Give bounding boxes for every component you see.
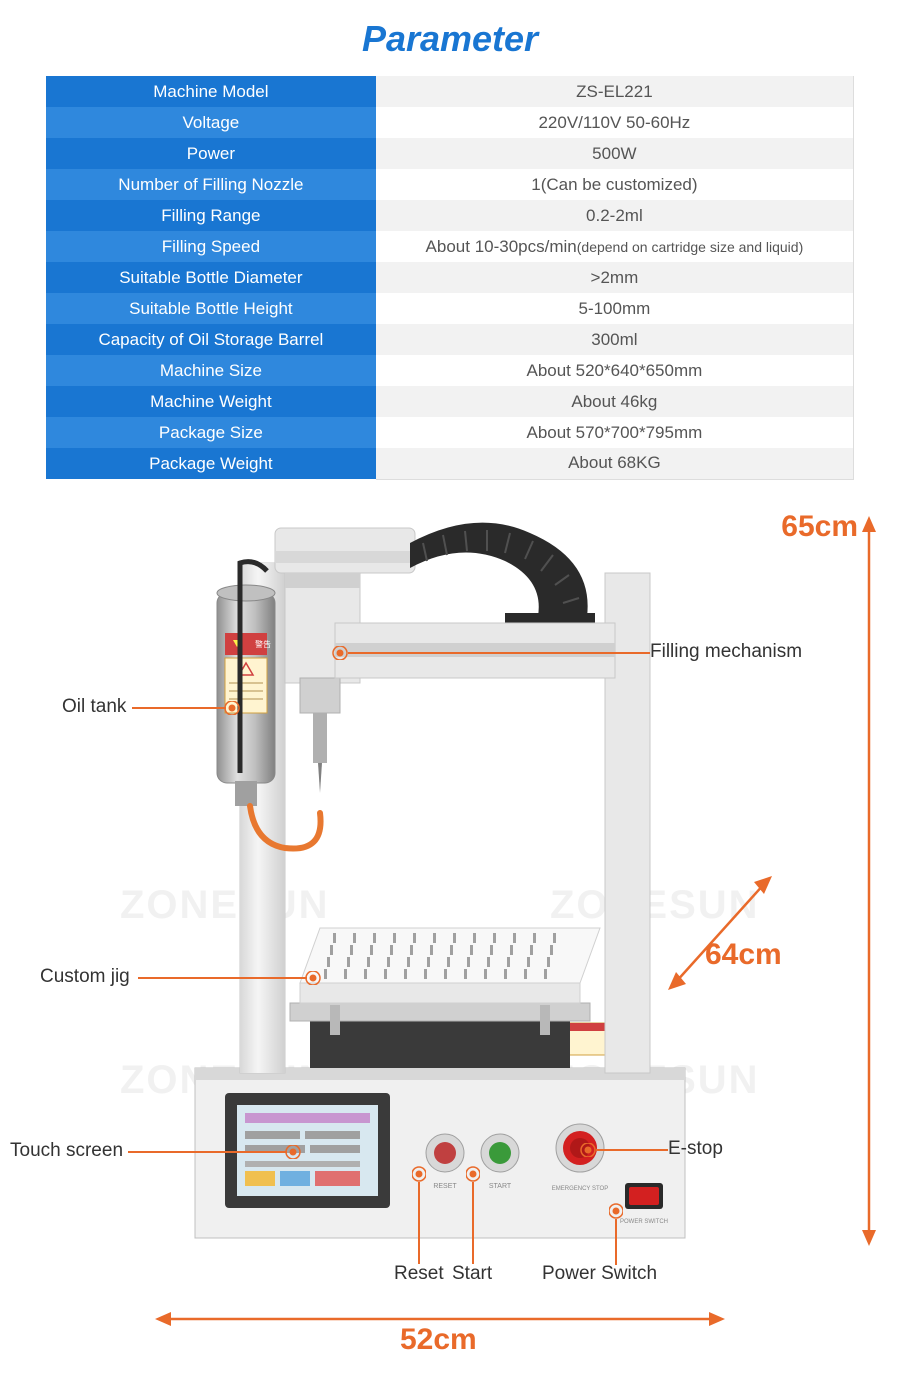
param-label: Package Size [46,417,376,448]
page-title: Parameter [0,0,900,76]
table-row: Capacity of Oil Storage Barrel300ml [46,324,854,355]
dim-height-label: 65cm [781,510,858,544]
table-row: Machine ModelZS-EL221 [46,76,854,107]
callout-e-stop: E-stop [668,1138,723,1160]
param-value: ZS-EL221 [376,76,854,107]
table-row: Machine SizeAbout 520*640*650mm [46,355,854,386]
callout-custom-jig: Custom jig [40,966,130,988]
param-value: About 46kg [376,386,854,417]
param-value: >2mm [376,262,854,293]
callout-power-switch: Power Switch [542,1263,657,1285]
param-label: Number of Filling Nozzle [46,169,376,200]
param-label: Machine Size [46,355,376,386]
diagram-area: ZONESUN ZONESUN ZONESUN ZONESUN RESET ST… [0,488,900,1363]
param-label: Voltage [46,107,376,138]
dim-height-arrow [856,516,882,1246]
table-row: Machine WeightAbout 46kg [46,386,854,417]
table-row: Package WeightAbout 68KG [46,448,854,479]
param-value: About 570*700*795mm [376,417,854,448]
callout-filling-mechanism: Filling mechanism [650,641,802,663]
param-label: Machine Model [46,76,376,107]
callout-start: Start [452,1263,492,1285]
param-label: Suitable Bottle Diameter [46,262,376,293]
param-value: About 68KG [376,448,854,479]
svg-text:POWER SWITCH: POWER SWITCH [620,1219,668,1225]
callout-touch-screen: Touch screen [10,1140,123,1162]
param-value: 500W [376,138,854,169]
table-row: Number of Filling Nozzle1(Can be customi… [46,169,854,200]
svg-text:EMERGENCY STOP: EMERGENCY STOP [552,1186,608,1192]
table-row: Voltage220V/110V 50-60Hz [46,107,854,138]
param-value: 5-100mm [376,293,854,324]
param-value: About 10-30pcs/min(depend on cartridge s… [376,231,854,262]
param-value: 300ml [376,324,854,355]
parameter-table: Machine ModelZS-EL221Voltage220V/110V 50… [46,76,854,480]
param-label: Machine Weight [46,386,376,417]
table-row: Filling Range0.2-2ml [46,200,854,231]
dim-depth-arrow [660,868,780,998]
svg-text:RESET: RESET [433,1183,457,1190]
param-label: Power [46,138,376,169]
param-value: 0.2-2ml [376,200,854,231]
table-row: Suitable Bottle Height5-100mm [46,293,854,324]
param-label: Filling Range [46,200,376,231]
table-row: Package SizeAbout 570*700*795mm [46,417,854,448]
param-value: About 520*640*650mm [376,355,854,386]
param-label: Suitable Bottle Height [46,293,376,324]
param-value: 1(Can be customized) [376,169,854,200]
table-row: Power500W [46,138,854,169]
callout-reset: Reset [394,1263,444,1285]
svg-text:警告: 警告 [255,639,271,649]
param-label: Capacity of Oil Storage Barrel [46,324,376,355]
param-label: Filling Speed [46,231,376,262]
table-row: Suitable Bottle Diameter>2mm [46,262,854,293]
param-value: 220V/110V 50-60Hz [376,107,854,138]
table-row: Filling SpeedAbout 10-30pcs/min(depend o… [46,231,854,262]
svg-text:START: START [489,1183,512,1190]
callout-oil-tank: Oil tank [62,696,126,718]
param-label: Package Weight [46,448,376,479]
dim-width-arrow [155,1306,725,1332]
machine-illustration: RESET START EMERGENCY STOP POWER SWITCH [155,513,725,1248]
